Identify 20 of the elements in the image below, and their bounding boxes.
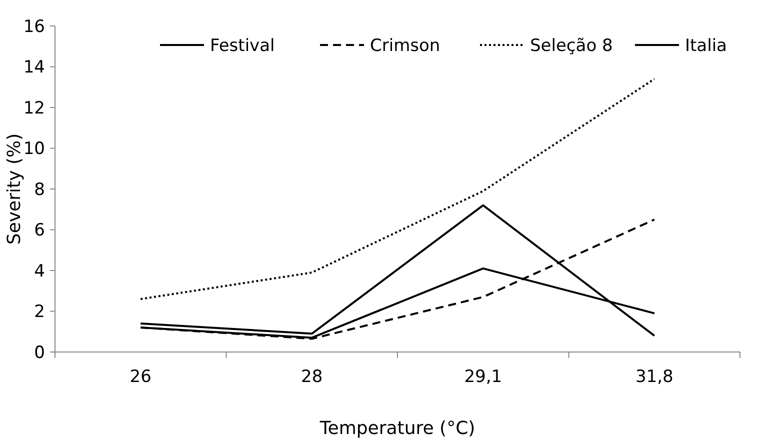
legend-label: Festival [210, 36, 275, 56]
y-tick-label: 0 [34, 342, 45, 363]
line-series [140, 78, 656, 300]
y-tick-label: 2 [34, 302, 45, 322]
y-tick-label: 4 [34, 261, 45, 282]
y-tick-label: 14 [23, 58, 45, 78]
x-tick-label: 29,1 [464, 367, 502, 387]
x-tick-label: 26 [130, 367, 152, 387]
x-tick-label: 31,8 [635, 367, 674, 387]
x-axis-title: Temperature (°C) [318, 418, 476, 439]
y-tick-label: 12 [23, 98, 45, 118]
y-tick-label: 8 [34, 180, 45, 200]
legend-label: Crimson [370, 36, 440, 56]
y-tick-label: 16 [23, 16, 45, 37]
legend-label: Italia [685, 36, 727, 56]
legend-label: Seleção 8 [530, 36, 613, 56]
y-axis-title: Severity (%) [4, 133, 25, 245]
y-tick-label: 6 [34, 220, 45, 241]
x-tick-label: 28 [301, 367, 323, 387]
y-tick-label: 10 [23, 139, 45, 160]
